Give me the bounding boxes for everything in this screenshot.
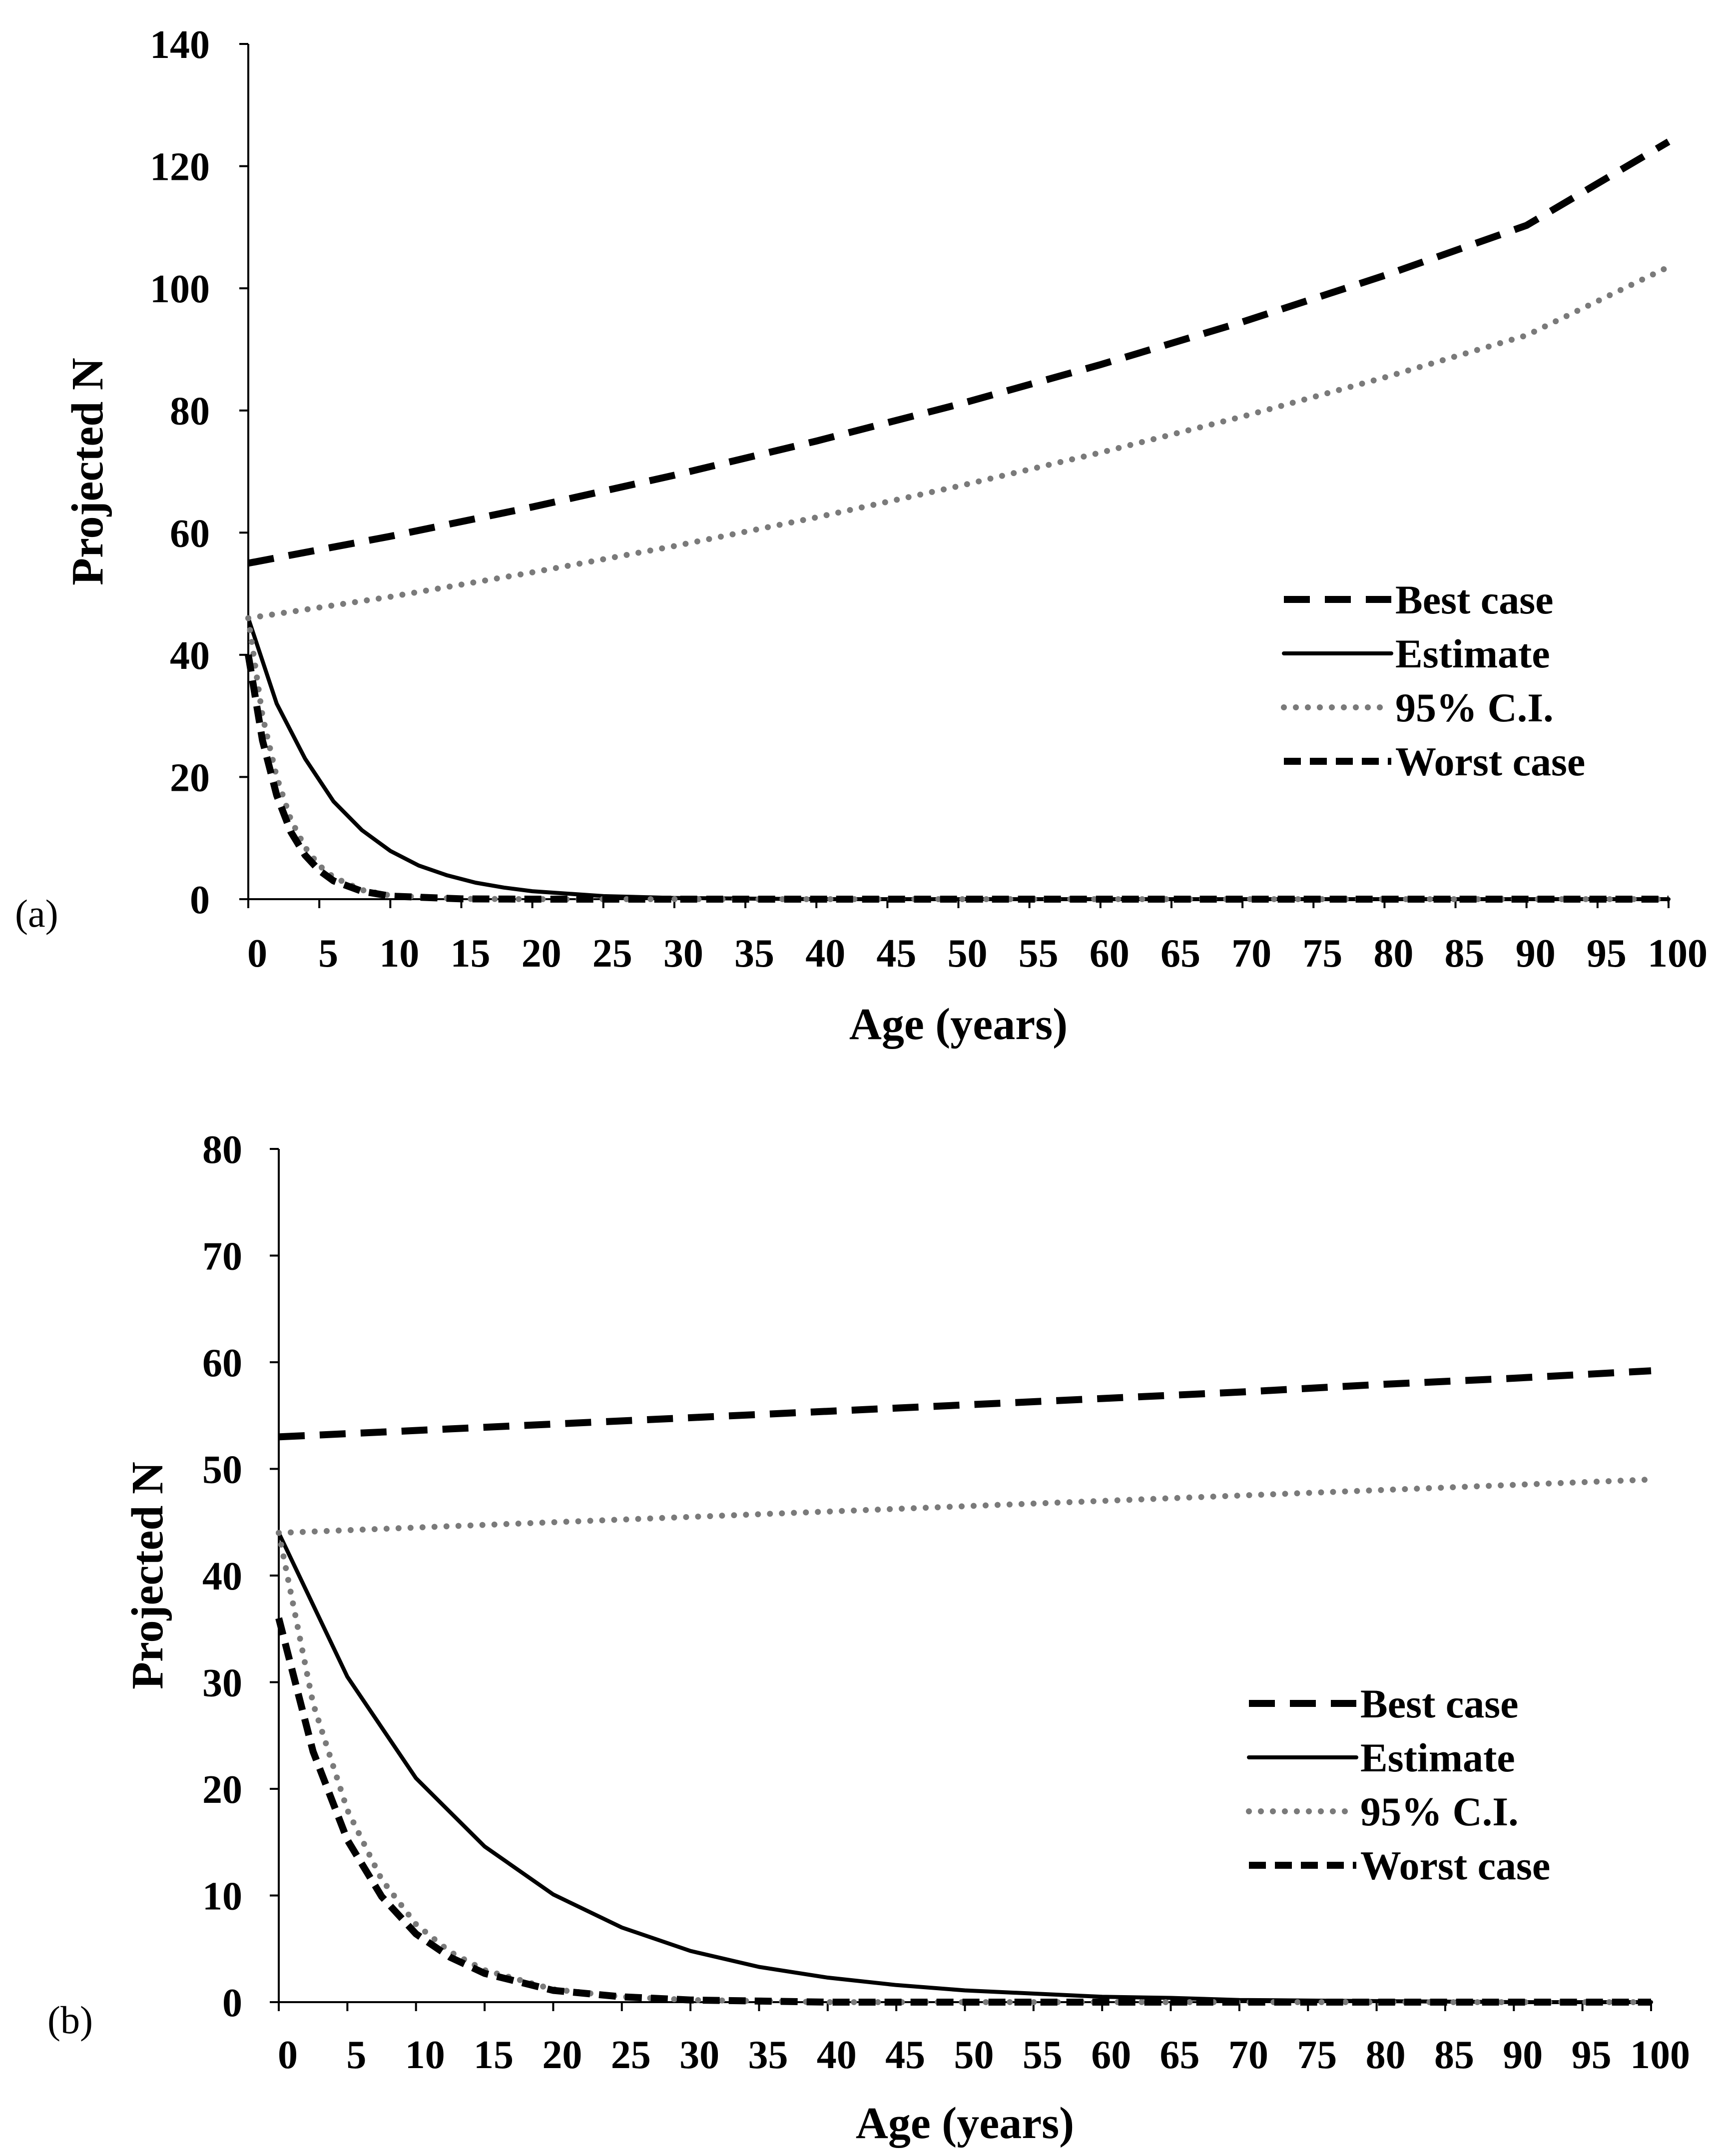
legend-label-estimate: Estimate bbox=[1360, 1735, 1515, 1780]
legend-label-95-c-i: 95% C.I. bbox=[1360, 1789, 1519, 1834]
x-tick-label: 15 bbox=[474, 2033, 514, 2077]
x-tick-label: 45 bbox=[885, 2033, 925, 2077]
x-tick-label: 30 bbox=[663, 932, 703, 976]
y-tick-label: 40 bbox=[202, 1555, 242, 1599]
series-line-95-c-i bbox=[245, 264, 1672, 621]
series-line-worst-case bbox=[275, 1617, 1651, 2006]
x-tick-label: 50 bbox=[954, 2033, 994, 2077]
x-tick-label: 40 bbox=[805, 932, 845, 976]
x-tick-label: 10 bbox=[379, 932, 419, 976]
y-tick-label: 50 bbox=[202, 1448, 242, 1492]
y-tick-label: 70 bbox=[202, 1235, 242, 1279]
x-tick-label: 50 bbox=[948, 932, 988, 976]
series-line-95-c-i bbox=[276, 1476, 1654, 1536]
x-tick-label: 75 bbox=[1297, 2033, 1337, 2077]
x-tick-label: 55 bbox=[1023, 2033, 1063, 2077]
panel-label: (b) bbox=[47, 1998, 93, 2042]
x-tick-label: 60 bbox=[1091, 2033, 1131, 2077]
legend: Best case Estimate 95% C.I. Worst case bbox=[1246, 1681, 1550, 1888]
x-tick-label: 95 bbox=[1572, 2033, 1612, 2077]
panel-a: 0 20 40 60 80 100 120 140 0 5 10 15 20 25 30 35 40 45 50 55… bbox=[15, 23, 1708, 1049]
x-tick-label: 80 bbox=[1366, 2033, 1406, 2077]
y-tick-label: 0 bbox=[222, 1981, 242, 2025]
y-tick-label: 40 bbox=[170, 634, 210, 678]
legend-label-best-case: Best case bbox=[1360, 1681, 1519, 1726]
y-tick-label: 0 bbox=[190, 878, 210, 922]
x-tick-label: 15 bbox=[450, 932, 490, 976]
y-tick-label: 80 bbox=[170, 390, 210, 434]
series-line-estimate bbox=[246, 616, 1671, 901]
panel-b: 0 10 20 30 40 50 60 70 80 0 5 10 15 20 25 30 35 40 45 50 55 6… bbox=[47, 1128, 1690, 2148]
x-tick-label: 25 bbox=[592, 932, 632, 976]
y-tick-label: 60 bbox=[170, 512, 210, 555]
y-tick-label: 20 bbox=[170, 756, 210, 800]
x-tick-label: 80 bbox=[1373, 932, 1413, 976]
series-line-worst-case bbox=[245, 654, 1669, 903]
y-tick-label: 120 bbox=[150, 145, 210, 189]
x-tick-label: 0 bbox=[247, 932, 267, 976]
y-axis-title: Projected N bbox=[63, 358, 112, 585]
y-tick-label: 140 bbox=[150, 23, 210, 67]
x-tick-label: 85 bbox=[1434, 2033, 1474, 2077]
legend-label-best-case: Best case bbox=[1395, 577, 1554, 622]
x-tick-label: 70 bbox=[1228, 2033, 1268, 2077]
x-tick-label: 0 bbox=[278, 2033, 298, 2077]
x-tick-label: 60 bbox=[1090, 932, 1130, 976]
y-tick-label: 100 bbox=[150, 267, 210, 311]
legend-label-95-c-i: 95% C.I. bbox=[1395, 685, 1554, 730]
y-tick-label: 20 bbox=[202, 1768, 242, 1812]
x-tick-label: 20 bbox=[542, 2033, 582, 2077]
x-tick-label: 35 bbox=[734, 932, 774, 976]
y-tick-label: 80 bbox=[202, 1128, 242, 1172]
x-axis-title: Age (years) bbox=[849, 1000, 1068, 1049]
legend: Best case Estimate 95% C.I. Worst case bbox=[1281, 577, 1585, 784]
x-axis-title: Age (years) bbox=[856, 2099, 1074, 2148]
x-tick-label: 90 bbox=[1516, 932, 1556, 976]
x-tick-label: 100 bbox=[1648, 932, 1708, 976]
series-line-best-case bbox=[278, 1367, 1652, 1441]
panel-label: (a) bbox=[15, 892, 58, 935]
x-tick-label: 25 bbox=[611, 2033, 651, 2077]
x-tick-label: 10 bbox=[405, 2033, 445, 2077]
x-tick-label: 95 bbox=[1587, 932, 1627, 976]
x-tick-label: 55 bbox=[1019, 932, 1059, 976]
y-tick-label: 60 bbox=[202, 1341, 242, 1385]
legend-label-worst-case: Worst case bbox=[1360, 1843, 1550, 1888]
series-line-95-c-i-lower bbox=[245, 615, 1672, 902]
x-tick-label: 100 bbox=[1630, 2033, 1690, 2077]
x-tick-label: 5 bbox=[346, 2033, 366, 2077]
y-tick-label: 30 bbox=[202, 1661, 242, 1705]
x-tick-label: 35 bbox=[748, 2033, 788, 2077]
x-tick-label: 30 bbox=[679, 2033, 719, 2077]
x-tick-label: 65 bbox=[1160, 2033, 1200, 2077]
x-tick-label: 90 bbox=[1503, 2033, 1543, 2077]
x-tick-label: 20 bbox=[522, 932, 562, 976]
x-tick-label: 5 bbox=[318, 932, 338, 976]
y-axis-title: Projected N bbox=[123, 1462, 172, 1689]
x-tick-label: 85 bbox=[1445, 932, 1485, 976]
x-tick-label: 65 bbox=[1160, 932, 1200, 976]
x-tick-label: 75 bbox=[1302, 932, 1342, 976]
x-tick-label: 45 bbox=[876, 932, 916, 976]
legend-label-worst-case: Worst case bbox=[1395, 739, 1585, 784]
legend-label-estimate: Estimate bbox=[1395, 631, 1550, 676]
series-line-best-case bbox=[247, 138, 1671, 567]
x-tick-label: 70 bbox=[1231, 932, 1271, 976]
y-tick-label: 10 bbox=[202, 1875, 242, 1919]
x-tick-label: 40 bbox=[817, 2033, 857, 2077]
